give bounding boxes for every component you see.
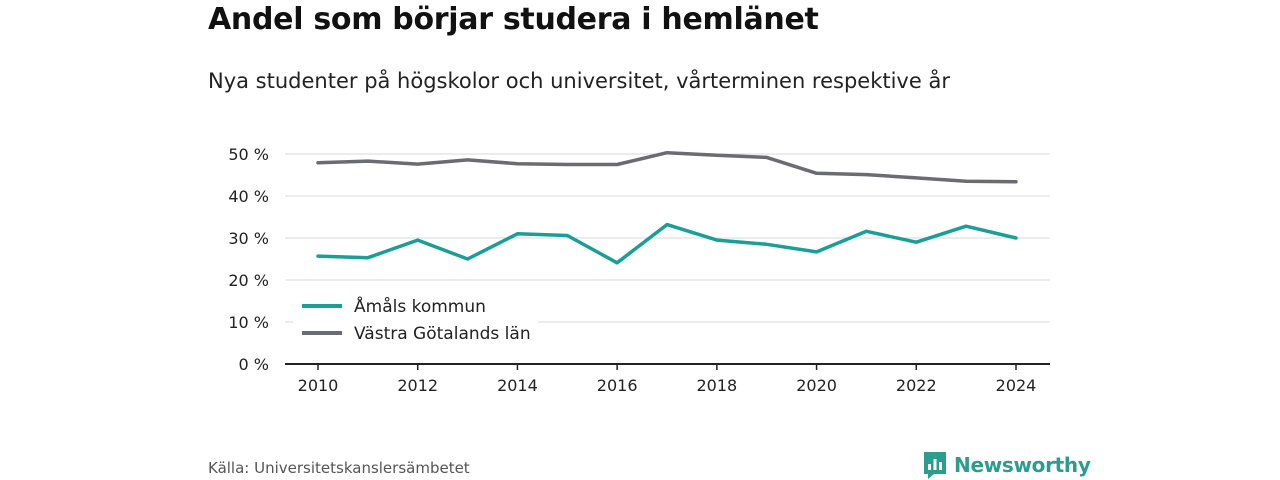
chart-subtitle: Nya studenter på högskolor och universit… [208, 69, 950, 93]
y-tick-label: 0 % [239, 355, 269, 374]
legend-background [293, 290, 538, 348]
x-tick-label: 2020 [796, 376, 837, 395]
legend: Åmåls kommun Västra Götalands län [293, 290, 538, 348]
y-tick-label: 10 % [228, 313, 269, 332]
source-note: Källa: Universitetskanslersämbetet [208, 459, 470, 477]
x-tick-label: 2018 [696, 376, 737, 395]
chart-title: Andel som börjar studera i hemlänet [208, 2, 819, 37]
x-tick-label: 2010 [298, 376, 339, 395]
y-tick-label: 50 % [228, 145, 269, 164]
x-axis: 2010 2012 2014 2016 2018 2020 2022 2024 [285, 363, 1050, 395]
newsworthy-brand: Newsworthy [922, 450, 1091, 480]
x-tick-label: 2024 [996, 376, 1037, 395]
y-tick-label: 40 % [228, 187, 269, 206]
legend-label: Åmåls kommun [354, 295, 486, 317]
brand-name: Newsworthy [954, 453, 1091, 477]
y-tick-label: 20 % [228, 271, 269, 290]
x-tick-label: 2022 [896, 376, 937, 395]
series-line [316, 222, 1018, 265]
x-tick-label: 2012 [397, 376, 438, 395]
newsworthy-logo-icon [924, 452, 946, 479]
series-lines [316, 150, 1018, 265]
series-line [316, 150, 1018, 184]
legend-label: Västra Götalands län [354, 324, 531, 344]
x-tick-label: 2014 [497, 376, 538, 395]
y-tick-label: 30 % [228, 229, 269, 248]
x-tick-label: 2016 [597, 376, 638, 395]
y-axis-ticks: 0 % 10 % 20 % 30 % 40 % 50 % [228, 145, 269, 374]
